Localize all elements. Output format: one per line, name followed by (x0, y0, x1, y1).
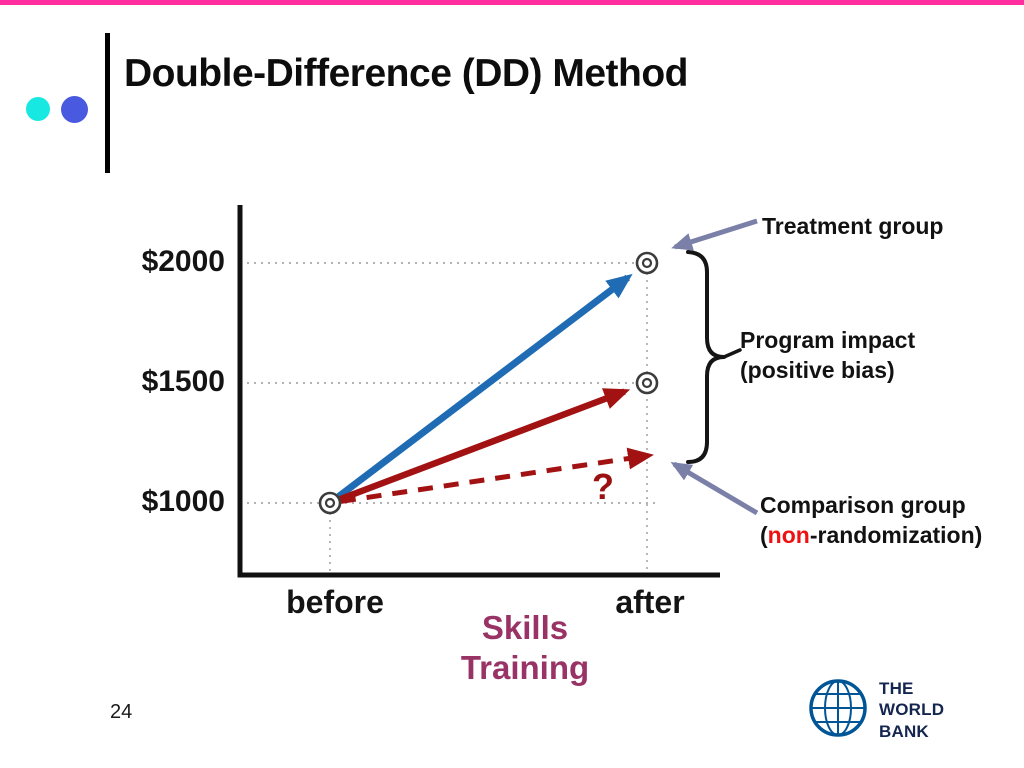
treatment-group-label: Treatment group (762, 213, 944, 239)
program-impact-label: Program impact (positive bias) (740, 326, 915, 386)
logo-line-world: WORLD (879, 700, 945, 720)
x-label-after: after (615, 584, 685, 620)
treatment-pointer-arrow (671, 218, 758, 251)
brace-connector-line (722, 348, 742, 359)
impact-brace (686, 250, 726, 464)
question-mark-label: ? (592, 466, 614, 507)
world-bank-logo: THE WORLD BANK (806, 676, 944, 742)
program-impact-line1: Program impact (740, 327, 916, 353)
decorative-bullet-blue (61, 96, 88, 123)
comparison-pre: ( (760, 521, 768, 548)
globe-icon (809, 679, 867, 737)
data-point-inner (641, 257, 653, 269)
page-number: 24 (110, 701, 133, 723)
data-point-inner (641, 377, 653, 389)
x-axis-title-line2: Training (460, 648, 590, 686)
world-bank-wordmark: THE WORLD BANK (879, 676, 944, 742)
title-divider-line (105, 33, 110, 173)
data-point-inner (324, 497, 336, 509)
chart-plot-layer: ? (237, 205, 720, 578)
logo-line-bank: BANK (879, 721, 929, 741)
series-arrow-1 (339, 388, 631, 503)
comparison-highlight: non (767, 521, 810, 548)
logo-line-the: THE (879, 679, 914, 698)
comparison-group-label: Comparison group (non-randomization) (760, 491, 982, 551)
comparison-line2: (non-randomization) (760, 521, 982, 551)
slide-title: Double-Difference (DD) Method (124, 52, 689, 95)
x-label-before: before (286, 584, 384, 620)
x-axis-title: Skills Training (418, 608, 632, 687)
program-impact-line2: (positive bias) (740, 356, 895, 383)
top-accent-bar (0, 0, 1024, 5)
comparison-pointer-arrow (670, 461, 759, 516)
x-axis-title-line1: Skills (481, 609, 569, 646)
y-tick-label-1500: $1500 (141, 365, 225, 398)
comparison-post: -randomization) (809, 521, 983, 548)
decorative-bullet-cyan (26, 97, 50, 121)
series-arrow-0 (336, 273, 633, 500)
y-tick-label-1000: $1000 (141, 485, 225, 518)
comparison-line1: Comparison group (760, 492, 966, 518)
y-tick-label-2000: $2000 (141, 245, 225, 278)
